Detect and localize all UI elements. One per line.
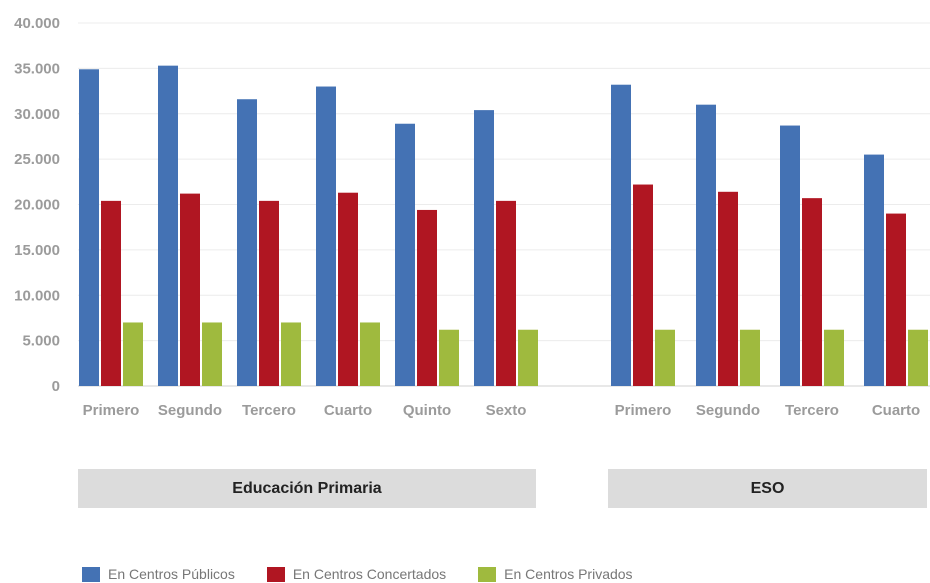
bar-publicos bbox=[611, 84, 631, 387]
legend-swatch-privados bbox=[478, 566, 497, 582]
x-tick-label: Primero bbox=[83, 402, 140, 419]
x-tick-label: Segundo bbox=[696, 402, 760, 419]
legend: En Centros Públicos En Centros Concertad… bbox=[82, 566, 665, 582]
bar-concertados bbox=[633, 184, 653, 386]
x-tick-label: Cuarto bbox=[324, 402, 372, 419]
bar-publicos bbox=[316, 86, 336, 387]
y-tick-label: 20.000 bbox=[14, 197, 60, 214]
bar-publicos bbox=[780, 125, 800, 387]
x-axis-ticks: Primero Segundo Tercero Cuarto Quinto Sexto Pr… bbox=[83, 402, 921, 419]
legend-item-publicos: En Centros Públicos bbox=[82, 566, 235, 582]
x-tick-label: Cuarto bbox=[872, 402, 920, 419]
y-tick-label: 15.000 bbox=[14, 242, 60, 259]
bar-privados bbox=[123, 322, 143, 386]
x-tick-label: Quinto bbox=[403, 402, 451, 419]
x-tick-label: Primero bbox=[615, 402, 672, 419]
bar-privados bbox=[281, 322, 301, 386]
bar-publicos bbox=[237, 99, 257, 386]
group-label-eso: ESO bbox=[608, 469, 927, 508]
y-tick-label: 5.000 bbox=[22, 333, 60, 350]
bar-privados bbox=[824, 329, 844, 386]
bar-concertados bbox=[417, 209, 437, 386]
bar-publicos bbox=[474, 110, 494, 387]
bar-privados bbox=[740, 329, 760, 386]
bar-publicos bbox=[158, 65, 178, 386]
y-tick-label: 40.000 bbox=[14, 15, 60, 32]
bar-concertados bbox=[180, 193, 200, 386]
bar-privados bbox=[439, 329, 459, 386]
bar-concertados bbox=[338, 192, 358, 386]
bar-privados bbox=[360, 322, 380, 386]
bar-privados bbox=[908, 329, 928, 386]
bar-publicos bbox=[696, 104, 716, 387]
bar-concertados bbox=[259, 200, 279, 386]
legend-label-publicos: En Centros Públicos bbox=[108, 566, 235, 582]
bar-publicos bbox=[864, 154, 884, 386]
y-axis-ticks: 0 5.000 10.000 15.000 20.000 25.000 30.000 35.0… bbox=[14, 15, 60, 395]
x-tick-label: Tercero bbox=[242, 402, 296, 419]
legend-swatch-concertados bbox=[266, 566, 285, 582]
bar-concertados bbox=[101, 200, 121, 386]
bar-concertados bbox=[802, 198, 822, 386]
y-tick-label: 35.000 bbox=[14, 60, 60, 77]
bar-publicos bbox=[395, 123, 415, 387]
y-tick-label: 10.000 bbox=[14, 287, 60, 304]
y-tick-label: 30.000 bbox=[14, 106, 60, 123]
legend-swatch-publicos bbox=[82, 566, 100, 582]
group-label-primaria: Educación Primaria bbox=[78, 469, 536, 508]
bar-publicos bbox=[79, 69, 99, 386]
bar-concertados bbox=[496, 200, 516, 386]
legend-label-concertados: En Centros Concertados bbox=[292, 566, 447, 582]
y-tick-label: 0 bbox=[52, 378, 60, 395]
bar-concertados bbox=[886, 213, 906, 386]
x-tick-label: Tercero bbox=[785, 402, 839, 419]
bar-privados bbox=[518, 329, 538, 386]
legend-item-concertados: En Centros Concertados bbox=[266, 566, 447, 582]
bar-concertados bbox=[718, 191, 738, 386]
legend-label-privados: En Centros Privados bbox=[504, 566, 633, 582]
legend-item-privados: En Centros Privados bbox=[478, 566, 633, 582]
x-tick-label: Sexto bbox=[486, 402, 527, 419]
bar-privados bbox=[202, 322, 222, 386]
bar-privados bbox=[655, 329, 675, 386]
x-tick-label: Segundo bbox=[158, 402, 222, 419]
y-tick-label: 25.000 bbox=[14, 151, 60, 168]
bars bbox=[79, 65, 928, 387]
